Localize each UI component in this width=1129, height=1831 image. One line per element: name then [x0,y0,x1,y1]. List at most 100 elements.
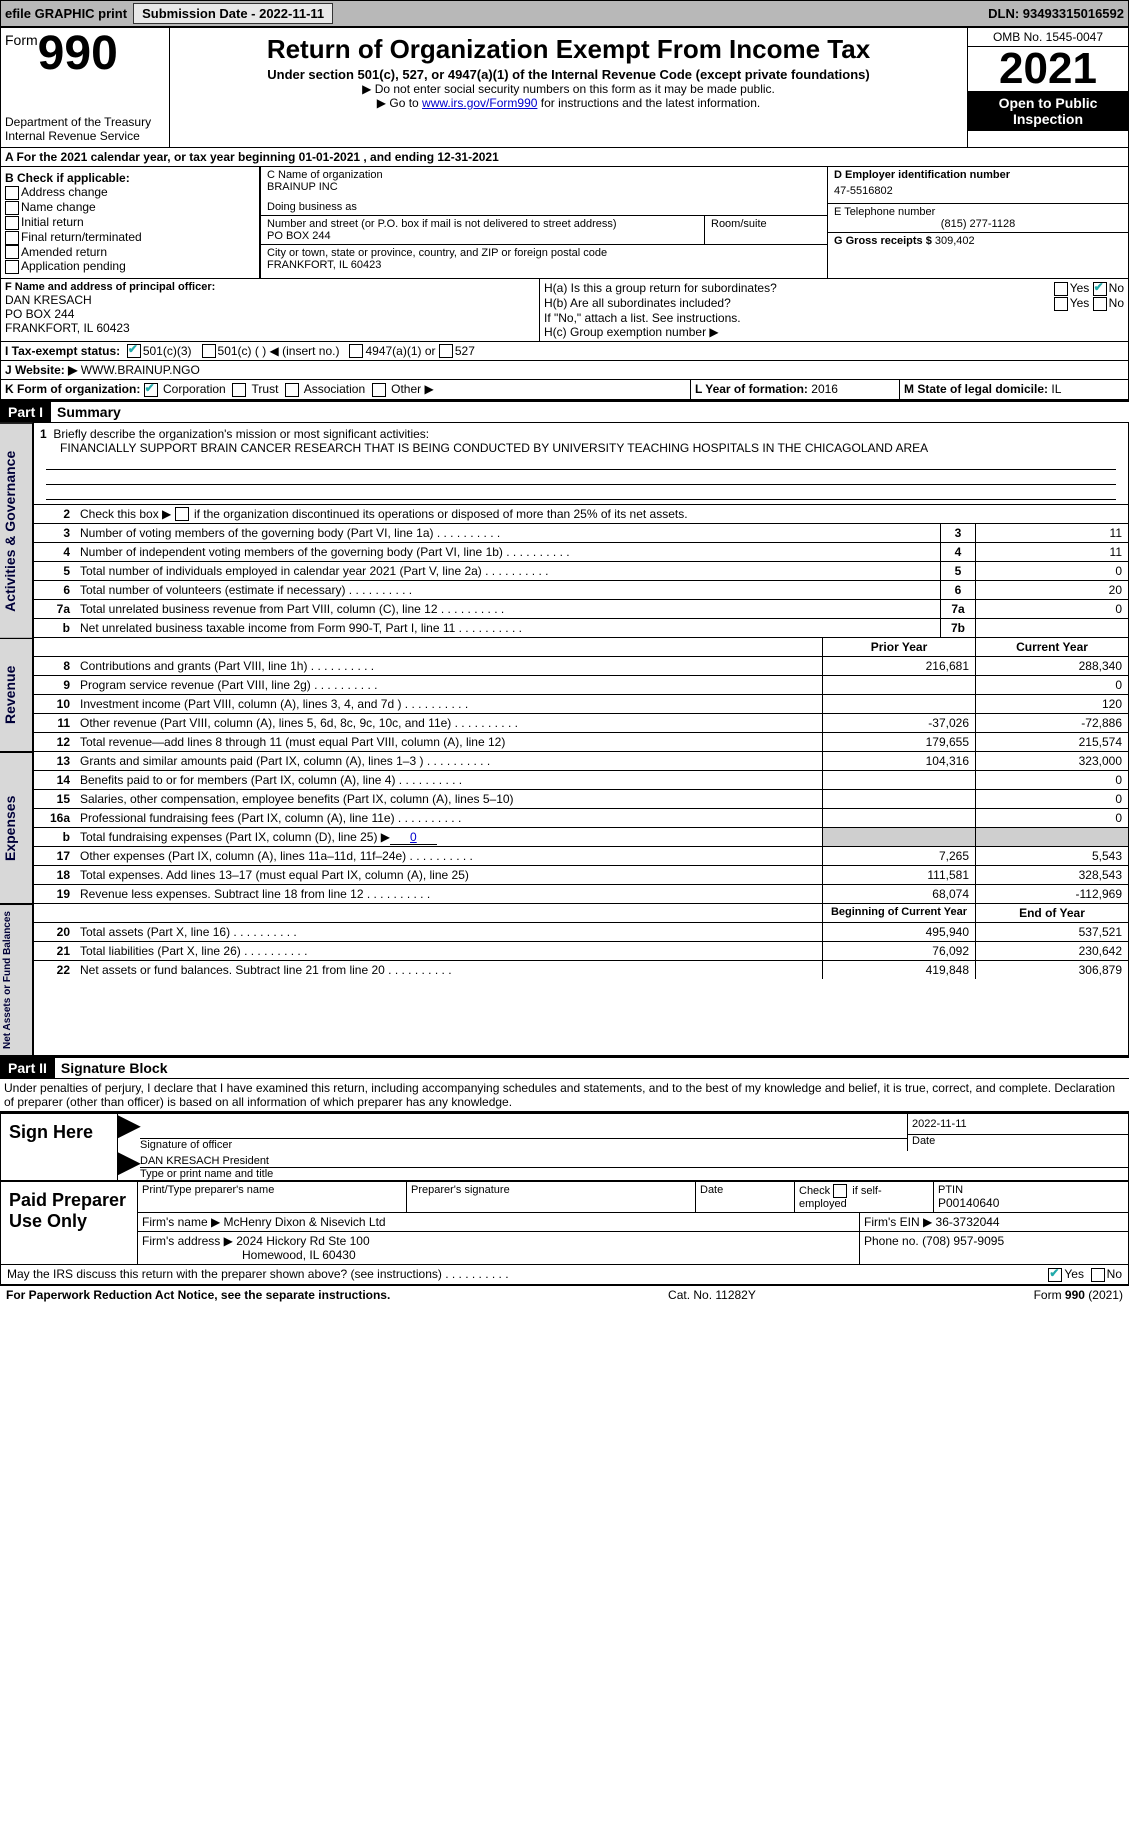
l6: Total number of volunteers (estimate if … [76,581,940,599]
h-c-label: H(c) Group exemption number ▶ [544,325,1124,339]
c9: 0 [975,676,1128,694]
checkbox-ha-no[interactable] [1093,282,1107,296]
checkbox-ha-yes[interactable] [1054,282,1068,296]
irs-link[interactable]: www.irs.gov/Form990 [422,96,537,110]
efile-label: efile GRAPHIC print [5,6,127,21]
head-curr: Current Year [975,638,1128,656]
c22: 306,879 [975,961,1128,979]
checkbox-corp[interactable] [144,383,158,397]
vtab-expenses: Expenses [0,752,33,904]
firm-name-label: Firm's name ▶ [142,1215,220,1229]
checkbox-hb-no[interactable] [1093,297,1107,311]
lbl-501c3: 501(c)(3) [143,344,192,358]
firm-addr2: Homewood, IL 60430 [142,1248,356,1262]
footer-mid: Cat. No. 11282Y [668,1288,756,1302]
head-begin: Beginning of Current Year [822,904,975,922]
website: WWW.BRAINUP.NGO [81,363,200,377]
checkbox-self-employed[interactable] [833,1184,847,1198]
p21: 76,092 [822,942,975,960]
c17: 5,543 [975,847,1128,865]
checkbox-527[interactable] [439,344,453,358]
checkbox-app-pending[interactable] [5,260,19,274]
form-header: Form990 Department of the Treasury Inter… [0,27,1129,148]
checkbox-assoc[interactable] [285,383,299,397]
firm-addr1: 2024 Hickory Rd Ste 100 [236,1234,369,1248]
c19: -112,969 [975,885,1128,903]
note2-pre: ▶ Go to [377,96,422,110]
c16a: 0 [975,809,1128,827]
h-a-label: H(a) Is this a group return for subordin… [544,281,1054,296]
p20: 495,940 [822,923,975,941]
officer-label: F Name and address of principal officer: [5,281,535,293]
checkbox-other[interactable] [372,383,386,397]
l17: Other expenses (Part IX, column (A), lin… [76,847,822,865]
date2-label: Date [700,1184,790,1196]
p15 [822,790,975,808]
checkbox-address-change[interactable] [5,186,19,200]
checkbox-discontinued[interactable] [175,507,189,521]
p12: 179,655 [822,733,975,751]
firm-ein-label: Firm's EIN ▶ [864,1215,932,1229]
l21: Total liabilities (Part X, line 26) [76,942,822,960]
checkbox-initial-return[interactable] [5,216,19,230]
street: PO BOX 244 [267,230,698,242]
lbl-initial-return: Initial return [21,215,84,229]
checkbox-name-change[interactable] [5,201,19,215]
discuss-row: May the IRS discuss this return with the… [0,1265,1129,1285]
street-label: Number and street (or P.O. box if mail i… [267,218,698,230]
c14: 0 [975,771,1128,789]
checkbox-trust[interactable] [232,383,246,397]
summary-netassets: Net Assets or Fund Balances Beginning of… [0,904,1129,1056]
c11: -72,886 [975,714,1128,732]
m-label: M State of legal domicile: [904,382,1048,396]
checkbox-4947[interactable] [349,344,363,358]
prep-phone: (708) 957-9095 [922,1234,1004,1248]
checkbox-amended[interactable] [5,245,19,259]
section-a: A For the 2021 calendar year, or tax yea… [0,148,1129,167]
l2-text: Check this box ▶ if the organization dis… [80,507,688,521]
sign-here-label: Sign Here [1,1114,118,1180]
form-subtitle: Under section 501(c), 527, or 4947(a)(1)… [174,67,963,82]
summary-revenue: Revenue Prior YearCurrent Year 8Contribu… [0,638,1129,752]
lbl-amended: Amended return [21,245,107,259]
sig-officer-label: Signature of officer [140,1139,907,1151]
checkbox-discuss-no[interactable] [1091,1268,1105,1282]
l4: Number of independent voting members of … [76,543,940,561]
k-row: K Form of organization: Corporation Trus… [0,380,1129,400]
org-name: BRAINUP INC [267,181,821,193]
lbl-527: 527 [455,344,475,358]
checkbox-hb-yes[interactable] [1054,297,1068,311]
sign-here-block: Sign Here ▶ Signature of officer 2022-11… [0,1112,1129,1181]
c13: 323,000 [975,752,1128,770]
form-number: 990 [38,27,118,80]
city-label: City or town, state or province, country… [267,247,821,259]
checkbox-discuss-yes[interactable] [1048,1268,1062,1282]
submission-date-button[interactable]: Submission Date - 2022-11-11 [133,3,333,24]
l8: Contributions and grants (Part VIII, lin… [76,657,822,675]
footer-right: Form 990 (2021) [1034,1288,1123,1302]
l10: Investment income (Part VIII, column (A)… [76,695,822,713]
c18: 328,543 [975,866,1128,884]
open-inspection: Open to Public Inspection [968,91,1128,131]
l12: Total revenue—add lines 8 through 11 (mu… [76,733,822,751]
l3: Number of voting members of the governin… [76,524,940,542]
p8: 216,681 [822,657,975,675]
checkbox-final-return[interactable] [5,231,19,245]
col-b-header: B Check if applicable: [5,171,255,185]
paid-preparer-label: Paid Preparer Use Only [1,1182,138,1264]
dln-label: DLN: 93493315016592 [988,6,1124,21]
p14 [822,771,975,789]
mission-text: FINANCIALLY SUPPORT BRAIN CANCER RESEARC… [40,441,1122,455]
ptin-label: PTIN [938,1184,1124,1196]
gross-receipts: 309,402 [935,235,975,247]
city: FRANKFORT, IL 60423 [267,259,821,271]
firm-ein: 36-3732044 [936,1215,1000,1229]
c10: 120 [975,695,1128,713]
lbl-corp: Corporation [163,382,226,396]
lbl-app-pending: Application pending [21,259,126,273]
checkbox-501c[interactable] [202,344,216,358]
checkbox-501c3[interactable] [127,344,141,358]
self-employed: Check if self-employed [795,1182,934,1212]
paid-preparer-block: Paid Preparer Use Only Print/Type prepar… [0,1181,1129,1265]
p9 [822,676,975,694]
